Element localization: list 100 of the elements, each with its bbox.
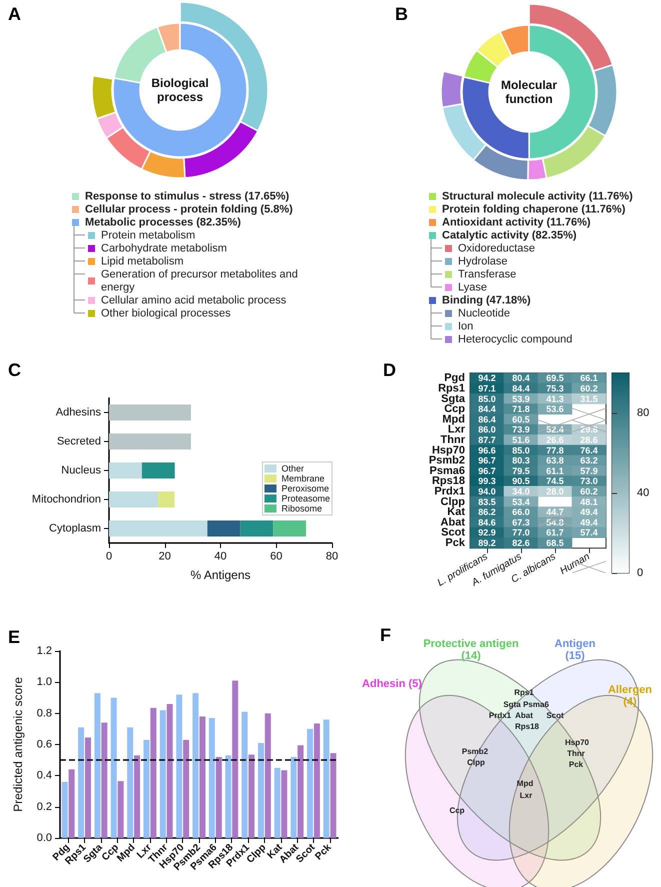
data-label: 77.8: [546, 445, 564, 456]
legend-label: Response to stimulus - stress (17.65%): [85, 190, 290, 202]
x-tick-label: 60: [270, 550, 282, 562]
data-label: 28.0: [546, 486, 564, 496]
data-label: 85.0: [478, 394, 496, 404]
legend-label: Structural molecule activity (11.76%): [442, 190, 634, 202]
data-label: 29.8: [580, 424, 598, 435]
bar: [68, 769, 75, 838]
text: Psmb2: [460, 747, 490, 756]
y-tick-label: 0.6: [36, 738, 52, 750]
text: Biological process: [150, 76, 210, 104]
legend-label: Ion: [458, 320, 474, 332]
bar: [160, 710, 166, 838]
chart-title: D: [383, 360, 396, 380]
category-label: Allergen (4): [606, 684, 653, 708]
bar: [109, 492, 158, 508]
bar: [127, 727, 134, 838]
data-label: 63.2: [580, 456, 598, 466]
bar: [274, 768, 280, 838]
bar: [192, 693, 199, 838]
data-label: 86.0: [478, 424, 496, 435]
y-tick-label: 1.2: [36, 645, 52, 657]
data-label: 53.9: [512, 394, 530, 404]
bar: [240, 520, 274, 536]
data-label: 26.6: [546, 434, 564, 445]
y-tick-label: Rps18: [432, 475, 465, 488]
category-label: Protective antigen (14): [422, 638, 520, 662]
data-label: 48.1: [580, 496, 598, 507]
y-tick-label: Rps1: [438, 382, 465, 394]
bar: [78, 727, 84, 838]
y-tick-label: Secreted: [56, 436, 101, 448]
bar: [150, 708, 156, 838]
data-label: 71.8: [512, 404, 530, 414]
legend-label: Transferase: [458, 268, 516, 280]
y-tick-label: Thnr: [440, 434, 466, 446]
y-tick-label: Hsp70: [432, 444, 465, 456]
text: Rps1: [513, 688, 535, 697]
data-label: 61.7: [546, 528, 564, 538]
text: Clpp: [466, 758, 486, 767]
data-label: 99.3: [478, 476, 496, 486]
legend-label: Carbohydrate metabolism: [101, 242, 227, 254]
bar: [281, 770, 288, 838]
text: Sgta: [503, 700, 521, 709]
y-tick-label: Clpp: [440, 496, 466, 508]
text: Lxr: [518, 791, 534, 800]
y-tick-label: 0.8: [36, 707, 52, 720]
data-label: 96.7: [478, 456, 496, 466]
legend-label: Lipid metabolism: [101, 256, 184, 268]
bar: [110, 698, 117, 838]
text: Hsp70: [564, 738, 590, 747]
text: F: [380, 625, 391, 646]
bar: [109, 434, 191, 450]
data-label: 77.0: [512, 528, 530, 538]
data-label: 69.5: [546, 373, 564, 384]
bar: [242, 712, 248, 838]
bar: [216, 756, 222, 838]
bar: [118, 781, 124, 838]
legend-label: Protein metabolism: [101, 230, 196, 242]
y-tick-label: Adhesins: [56, 406, 102, 418]
y-axis-title: Predicted antigenic score: [11, 676, 25, 812]
bar: [142, 462, 175, 478]
data-label: 68.5: [546, 538, 564, 548]
x-tick-label: 0: [106, 550, 112, 562]
y-tick-label: Ccp: [444, 403, 466, 416]
text: Psma6: [523, 700, 549, 709]
legend-label: Protein folding chaperone (11.76%): [442, 204, 626, 216]
y-tick-label: Sgta: [441, 392, 466, 405]
chart-title: E: [8, 627, 20, 647]
legend-label: Proteasome: [281, 494, 330, 504]
bar: [290, 756, 297, 838]
data-label: 34.0: [512, 486, 530, 496]
legend-label: Other: [281, 464, 304, 474]
y-tick-label: Prdx1: [434, 485, 465, 498]
chart-title: A: [8, 4, 21, 24]
data-label: 90.5: [512, 476, 530, 486]
y-tick-label: Psmb2: [428, 454, 465, 467]
y-tick-label: Abat: [440, 516, 466, 528]
legend-label: Generation of precursor metabolites and energy: [101, 268, 301, 294]
x-axis-title: % Antigens: [190, 568, 251, 582]
legend-label: Other biological processes: [101, 308, 232, 320]
data-label: 79.5: [512, 466, 530, 476]
y-tick-label: Lxr: [448, 424, 466, 436]
data-label: 80.3: [512, 456, 530, 466]
bar: [314, 723, 320, 838]
data-label: 86.2: [478, 507, 496, 518]
data-label: 83.5: [478, 496, 496, 507]
bar: [225, 755, 232, 838]
bar: [207, 520, 240, 536]
legend-label: Membrane: [281, 474, 325, 484]
data-label: 44.7: [546, 507, 564, 518]
y-tick-label: 0.2: [36, 800, 52, 813]
data-label: 84.4: [478, 404, 496, 414]
data-label: 52.4: [546, 424, 564, 435]
data-label: 89.2: [478, 538, 496, 548]
y-tick-label: Pck: [445, 536, 466, 549]
data-label: 63.8: [546, 456, 564, 466]
bar: [323, 720, 330, 838]
data-label: 87.7: [478, 434, 496, 445]
y-tick-label: 0.0: [36, 832, 52, 844]
category-label: Adhesin (5): [362, 678, 422, 690]
